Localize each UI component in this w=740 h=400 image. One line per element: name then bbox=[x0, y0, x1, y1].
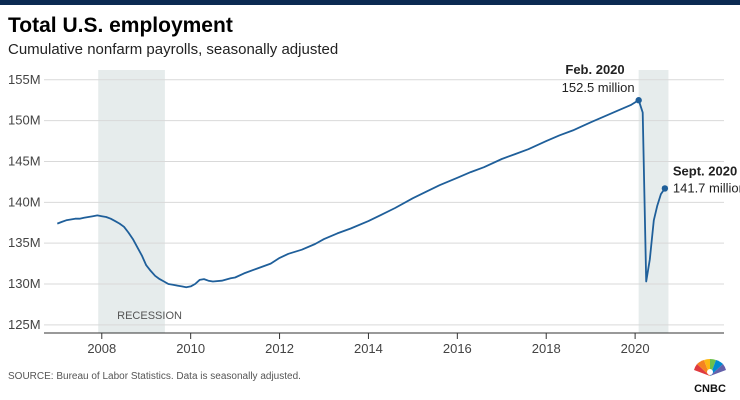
x-tick-label: 2018 bbox=[532, 341, 561, 356]
x-tick-label: 2010 bbox=[176, 341, 205, 356]
series-line-employment bbox=[56, 99, 666, 289]
annotation-value: 141.7 million bbox=[673, 180, 740, 195]
annotation-value: 152.5 million bbox=[562, 80, 635, 95]
x-tick-label: 2014 bbox=[354, 341, 383, 356]
y-tick-label: 125M bbox=[8, 317, 41, 332]
annotation-title: Feb. 2020 bbox=[565, 62, 624, 77]
annotation-title: Sept. 2020 bbox=[673, 163, 737, 178]
logo-text: CNBC bbox=[694, 383, 726, 394]
x-tick-label: 2012 bbox=[265, 341, 294, 356]
y-tick-label: 145M bbox=[8, 153, 41, 168]
annotation-point-0 bbox=[635, 97, 642, 104]
shaded-region-1 bbox=[638, 70, 669, 333]
chart-title: Total U.S. employment bbox=[8, 14, 233, 37]
y-tick-label: 150M bbox=[8, 113, 41, 128]
top-brand-bar bbox=[0, 0, 740, 5]
shaded-region-0 bbox=[98, 70, 165, 333]
y-tick-label: 130M bbox=[8, 276, 41, 291]
chart-subtitle: Cumulative nonfarm payrolls, seasonally … bbox=[8, 41, 339, 58]
x-tick-label: 2016 bbox=[443, 341, 472, 356]
annotation-point-1 bbox=[661, 185, 669, 192]
peacock-icon: CNBC bbox=[694, 358, 726, 394]
x-tick-label: 2020 bbox=[621, 341, 650, 356]
recession-label: RECESSION bbox=[117, 310, 182, 322]
x-tick-label: 2008 bbox=[87, 341, 116, 356]
y-tick-label: 155M bbox=[8, 72, 41, 87]
source-note: SOURCE: Bureau of Labor Statistics. Data… bbox=[8, 371, 301, 382]
y-tick-label: 135M bbox=[8, 235, 41, 250]
y-tick-label: 140M bbox=[8, 194, 41, 209]
